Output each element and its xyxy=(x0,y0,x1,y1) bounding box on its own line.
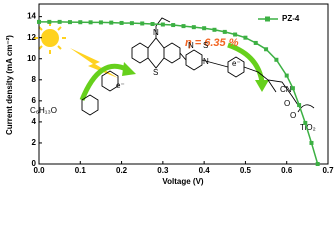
chart: η = 6.35 % e⁻ e⁻ N S N S N CN O O C₆H₁₃O… xyxy=(5,3,334,186)
y-tick-label: 14 xyxy=(27,12,36,21)
y-tick-label: 2 xyxy=(32,138,37,147)
y-axis-label: Current density (mA cm⁻²) xyxy=(5,35,14,135)
annotation: η = 6.35 % xyxy=(185,37,239,49)
annotation: S xyxy=(203,41,208,50)
annotation: TiO₂ xyxy=(300,123,316,132)
x-tick-label: 0.6 xyxy=(281,166,293,175)
point-marker xyxy=(222,29,227,34)
lightning-icon xyxy=(70,48,118,78)
y-tick-label: 6 xyxy=(32,96,37,105)
x-tick-label: 0.2 xyxy=(116,166,128,175)
point-marker xyxy=(274,57,279,62)
y-tick-label: 4 xyxy=(32,117,37,126)
annotation: O xyxy=(290,111,296,120)
series-line xyxy=(39,21,319,165)
y-tick-label: 0 xyxy=(32,159,37,168)
point-marker xyxy=(98,20,103,25)
point-marker xyxy=(171,23,176,28)
point-marker xyxy=(284,73,289,78)
molecule xyxy=(81,17,315,116)
x-tick-label: 0.0 xyxy=(33,166,45,175)
arrow-head xyxy=(255,80,269,92)
point-marker xyxy=(181,24,186,29)
y-tick-label: 12 xyxy=(27,33,36,42)
arrow xyxy=(79,63,130,101)
y-tick-label: 10 xyxy=(27,54,36,63)
x-tick-label: 0.7 xyxy=(322,166,334,175)
y-tick-label: 8 xyxy=(32,75,37,84)
point-marker xyxy=(191,25,196,30)
point-marker xyxy=(315,162,320,166)
point-marker xyxy=(88,20,93,25)
point-marker xyxy=(78,20,83,25)
sun-icon xyxy=(34,22,66,54)
point-marker xyxy=(309,140,314,145)
annotation: N xyxy=(153,28,159,37)
annotation: e⁻ xyxy=(116,81,125,90)
x-tick-label: 0.4 xyxy=(199,166,211,175)
arrow xyxy=(227,42,265,83)
arrow-head xyxy=(122,62,136,76)
point-marker xyxy=(67,20,72,25)
annotation: e⁻ xyxy=(232,59,241,68)
point-marker xyxy=(140,21,145,26)
point-marker xyxy=(129,21,134,26)
point-marker xyxy=(297,103,302,108)
point-marker xyxy=(150,22,155,26)
point-marker xyxy=(109,20,114,25)
x-tick-label: 0.1 xyxy=(75,166,87,175)
annotation: O xyxy=(284,99,290,108)
point-marker xyxy=(57,19,62,24)
point-marker xyxy=(303,120,308,125)
legend-marker xyxy=(265,16,270,22)
point-marker xyxy=(253,40,258,45)
legend-label: PZ-4 xyxy=(282,14,300,23)
point-marker xyxy=(243,35,248,40)
annotation: N xyxy=(188,41,194,50)
annotation: S xyxy=(153,68,158,77)
point-marker xyxy=(160,22,165,27)
annotation: C₆H₁₃O xyxy=(30,106,57,115)
point-marker xyxy=(212,27,217,32)
point-marker xyxy=(47,19,52,24)
point-marker xyxy=(264,47,269,52)
point-marker xyxy=(290,86,295,91)
x-tick-label: 0.3 xyxy=(157,166,169,175)
point-marker xyxy=(233,32,238,37)
annotation: N xyxy=(203,57,209,66)
annotation: CN xyxy=(280,85,292,94)
point-marker xyxy=(202,26,207,31)
plot-frame xyxy=(38,3,329,165)
x-tick-label: 0.5 xyxy=(240,166,252,175)
x-axis-label: Voltage (V) xyxy=(162,177,204,186)
point-marker xyxy=(37,19,41,24)
point-marker xyxy=(119,20,124,25)
